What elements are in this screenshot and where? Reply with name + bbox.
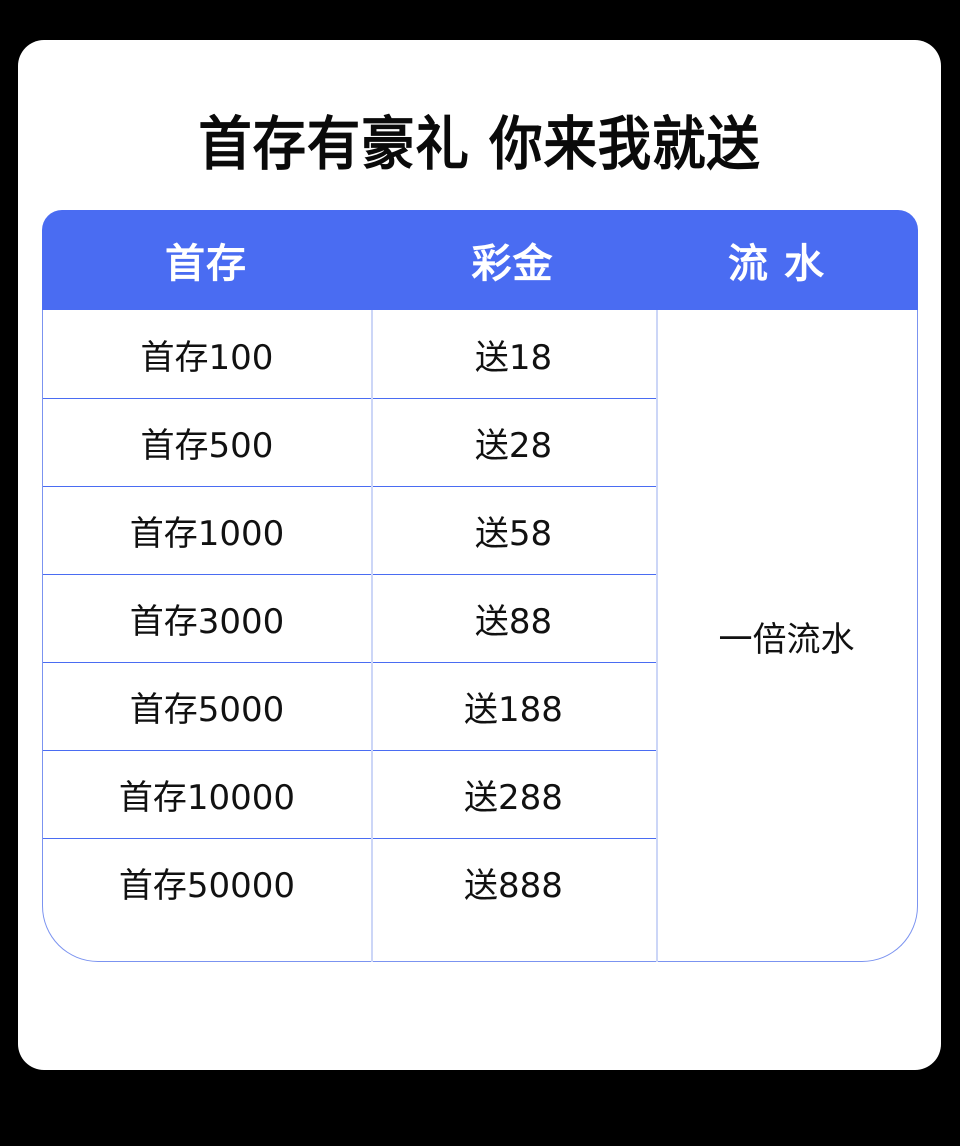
column-header-bonus: 彩金 [471, 241, 554, 287]
table-row: 首存500 送28 [43, 398, 656, 486]
deposit-bonus-table: 首存 彩金 流 水 首存100 送18 首存500 送28 [42, 210, 918, 962]
column-header-deposit: 首存 [165, 241, 247, 287]
column-header-wagering: 流 水 [728, 241, 825, 287]
cell-bonus: 送888 [464, 866, 563, 906]
cell-wagering-requirement: 一倍流水 [718, 619, 855, 660]
cell-bonus: 送18 [474, 337, 553, 378]
page-title: 首存有豪礼 你来我就送 [198, 110, 761, 178]
table-body: 首存100 送18 首存500 送28 首存1000 送58 首存3000 送8… [42, 310, 918, 962]
table-row: 首存50000 送888 [43, 838, 656, 926]
table-row: 首存100 送18 [43, 310, 656, 398]
column-divider-1 [371, 310, 373, 962]
cell-deposit: 首存5000 [129, 690, 285, 730]
cell-deposit: 首存3000 [129, 602, 285, 642]
cell-bonus: 送88 [474, 602, 553, 642]
promo-card: 首存有豪礼 你来我就送 首存 彩金 流 水 首存100 送18 首 [18, 40, 941, 1070]
cell-deposit: 首存50000 [118, 866, 296, 906]
cell-deposit: 首存10000 [118, 778, 296, 818]
cell-bonus: 送58 [474, 514, 553, 554]
table-row: 首存10000 送288 [43, 750, 656, 838]
cell-deposit: 首存1000 [129, 514, 285, 554]
cell-bonus: 送28 [474, 426, 553, 466]
column-divider-2 [656, 310, 658, 962]
table-row: 首存1000 送58 [43, 486, 656, 574]
table-row: 首存3000 送88 [43, 574, 656, 662]
table-row: 首存5000 送188 [43, 662, 656, 750]
cell-bonus: 送188 [464, 690, 563, 730]
cell-bonus: 送288 [464, 778, 563, 818]
cell-deposit: 首存500 [140, 426, 274, 466]
table-rows: 首存100 送18 首存500 送28 首存1000 送58 首存3000 送8… [43, 310, 656, 962]
cell-deposit: 首存100 [140, 337, 274, 378]
table-header-row: 首存 彩金 流 水 [42, 210, 918, 310]
